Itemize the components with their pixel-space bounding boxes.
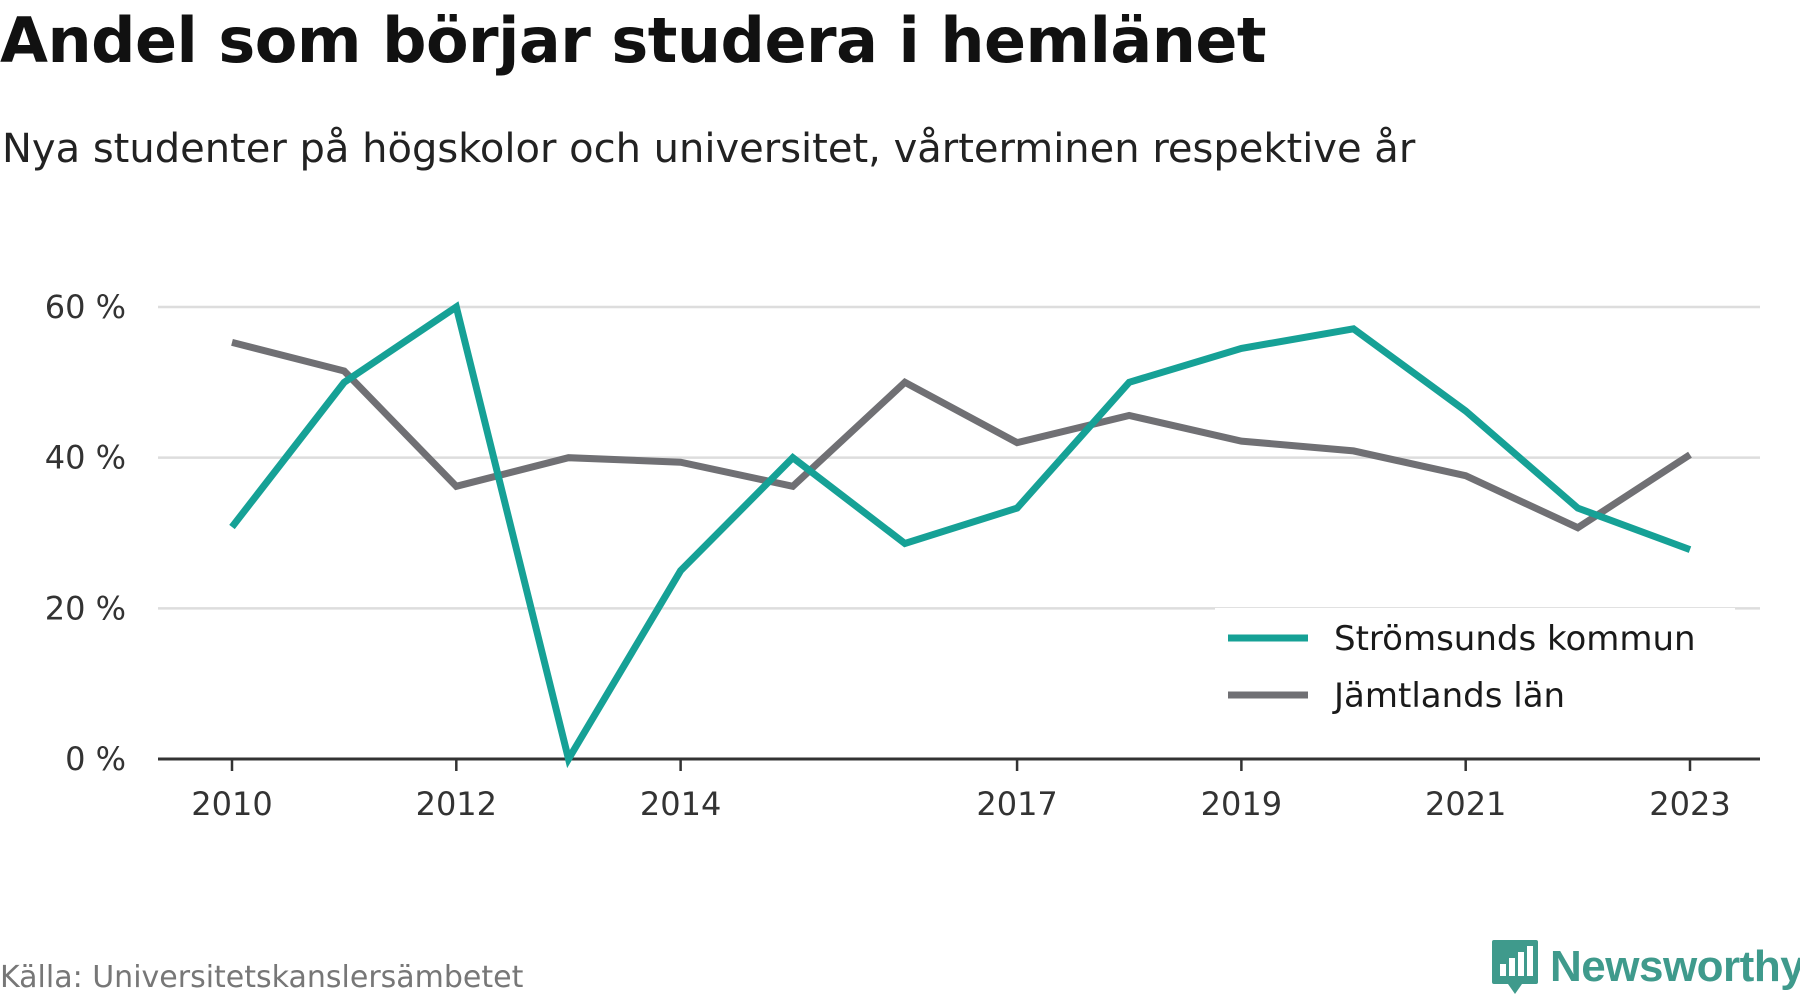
x-tick-label: 2014 [640, 785, 721, 823]
source-note: Källa: Universitetskanslersämbetet [0, 960, 524, 995]
legend-label-jamtland: Jämtlands län [1332, 676, 1565, 716]
brand-name: Newsworthy [1550, 942, 1800, 991]
line-chart: 0 % 20 % 40 % 60 % 2010 2012 2014 2017 2019 2021… [45, 288, 1760, 823]
x-axis-ticks: 2010 2012 2014 2017 2019 2021 2023 [191, 759, 1731, 823]
y-tick-label: 20 % [45, 589, 126, 627]
data-series [229, 301, 1692, 769]
x-tick-label: 2021 [1425, 785, 1506, 823]
legend-label-stromsund: Strömsunds kommun [1334, 619, 1696, 659]
legend-background [1215, 608, 1735, 728]
y-tick-label: 0 % [65, 740, 126, 778]
x-tick-label: 2019 [1201, 785, 1282, 823]
x-tick-label: 2010 [191, 785, 272, 823]
series-line-jamtland [231, 339, 1692, 532]
y-axis-ticks: 0 % 20 % 40 % 60 % [45, 288, 126, 778]
series-line-stromsund [229, 301, 1692, 769]
x-tick-label: 2023 [1649, 785, 1730, 823]
x-tick-label: 2012 [416, 785, 497, 823]
x-tick-label: 2017 [976, 785, 1057, 823]
chart-title: Andel som börjar studera i hemlänet [0, 4, 1267, 77]
chart-subtitle: Nya studenter på högskolor och universit… [2, 126, 1416, 172]
bar-chart-badge-icon [1492, 940, 1538, 994]
y-tick-label: 60 % [45, 288, 126, 326]
legend: Strömsunds kommun Jämtlands län [1215, 608, 1735, 728]
brand-logo[interactable]: Newsworthy [1490, 938, 1800, 996]
y-tick-label: 40 % [45, 439, 126, 477]
